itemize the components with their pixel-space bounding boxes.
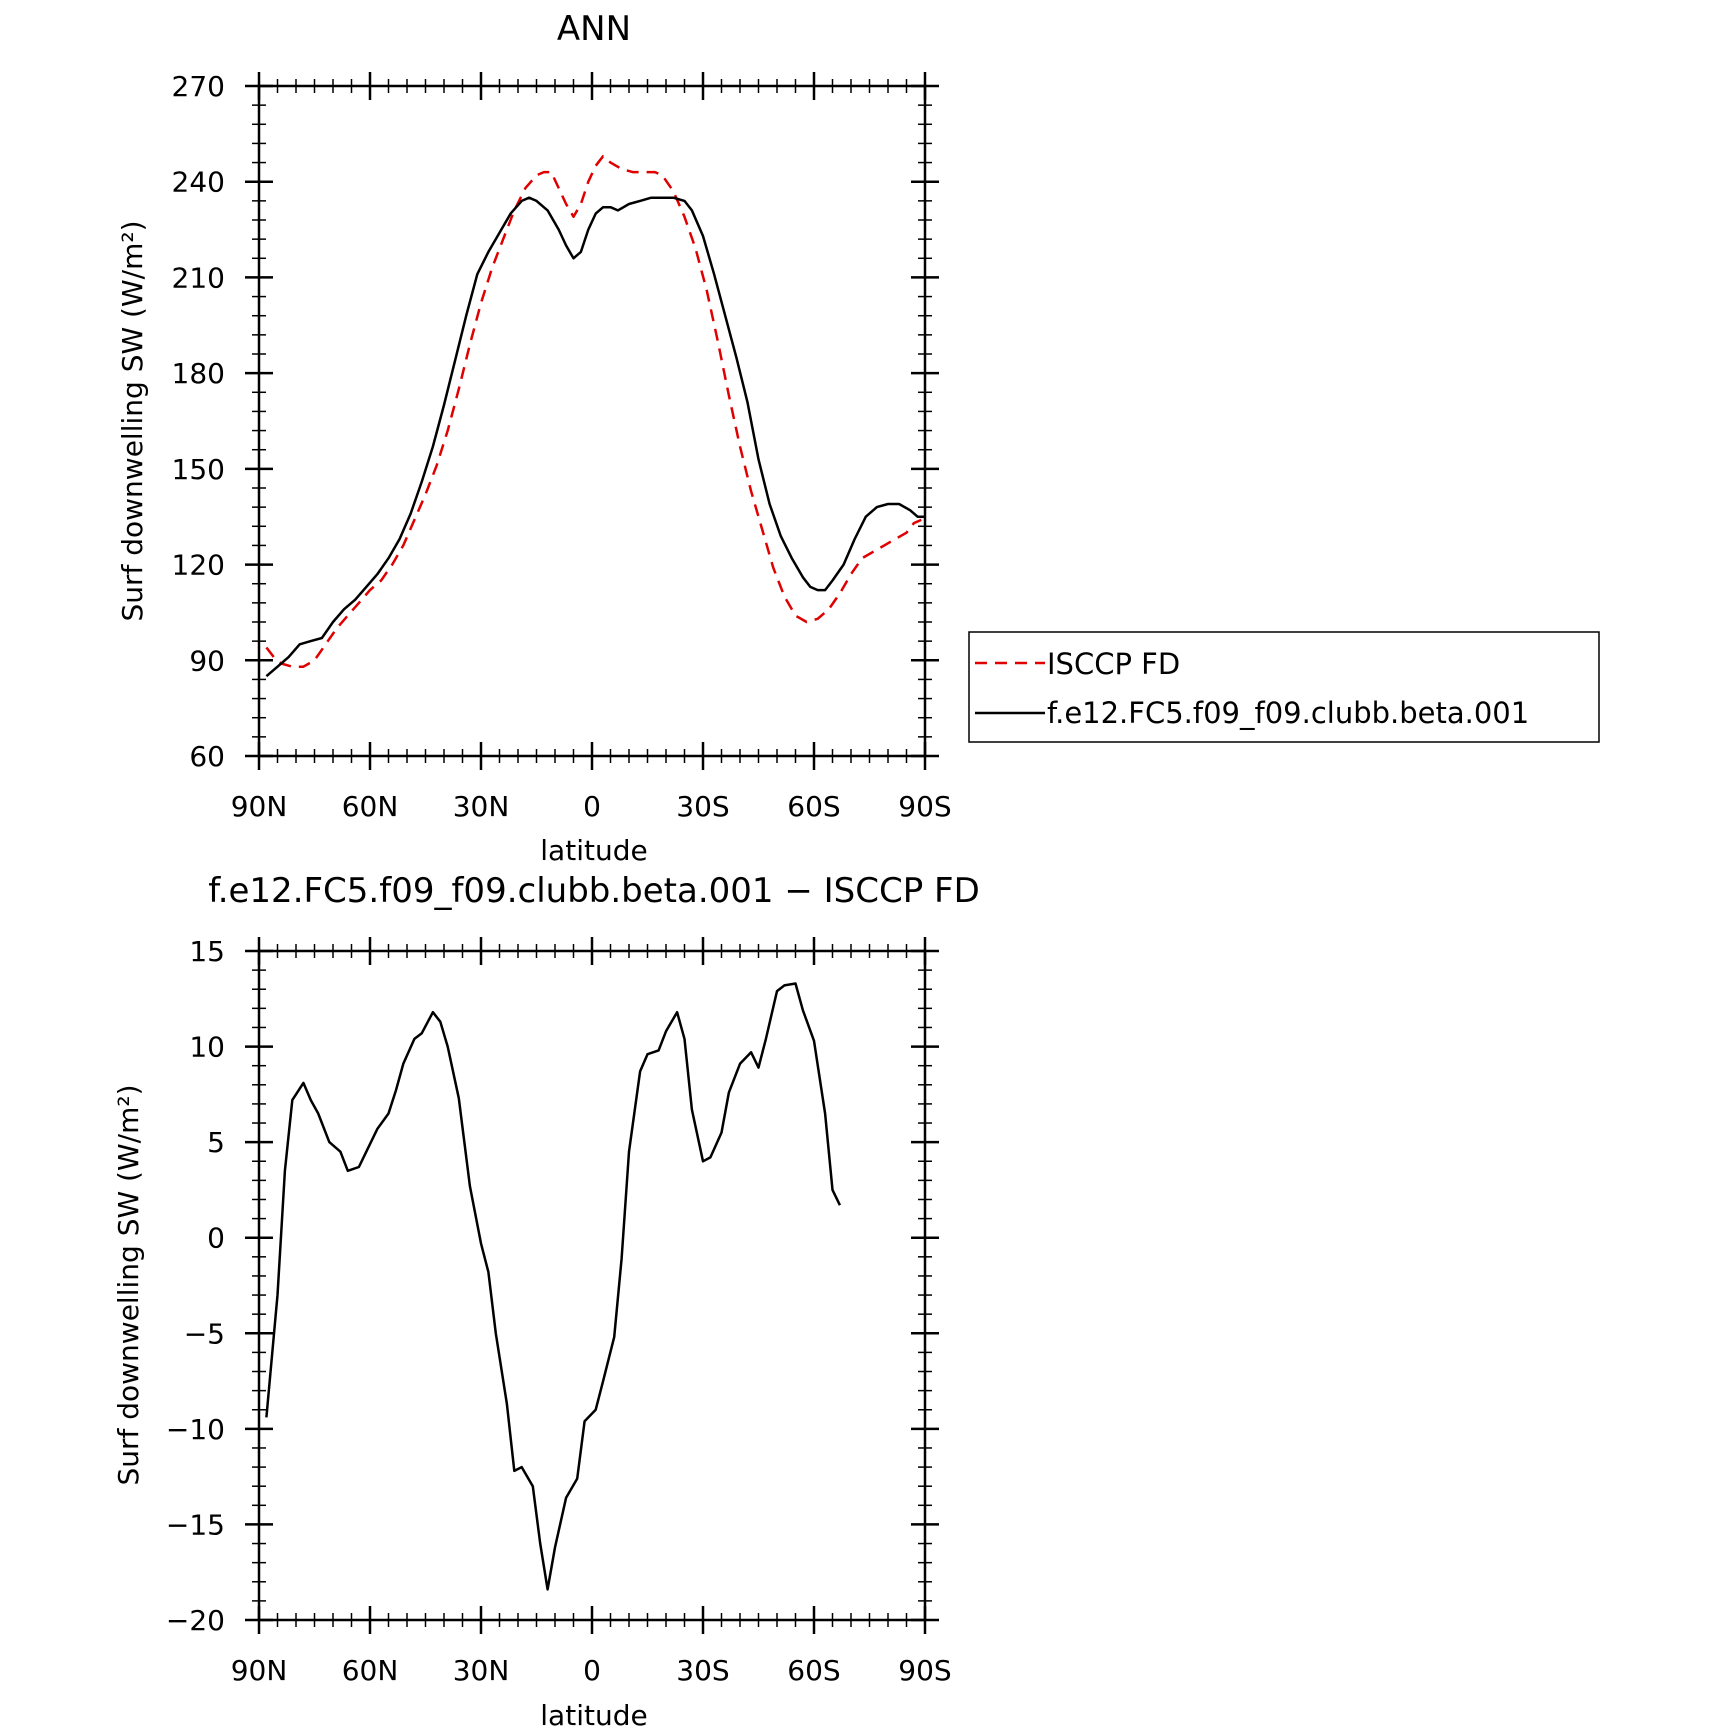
bottom-x-tick-labels: 90N 60N 30N 0 30S 60S 90S xyxy=(231,1654,952,1687)
bottom-xtick-label: 60N xyxy=(342,1654,399,1687)
top-chart-title: ANN xyxy=(557,9,631,49)
top-y-tick-labels: 60 90 120 150 180 210 240 270 xyxy=(172,70,225,773)
bottom-xtick-label: 30N xyxy=(453,1654,510,1687)
bottom-ytick-label: 5 xyxy=(207,1126,225,1159)
bottom-y-tick-labels: −20 −15 −10 −5 0 5 10 15 xyxy=(166,935,225,1637)
top-ytick-label: 240 xyxy=(172,166,225,199)
bottom-x-axis-label: latitude xyxy=(540,1699,647,1732)
top-panel-annual-mean: ANN 60 90 120 150 180 210 240 270 90N 60N 30N 0 30S… xyxy=(116,9,952,867)
bottom-chart-title: f.e12.FC5.f09_f09.clubb.beta.001 − ISCCP… xyxy=(208,871,980,911)
top-ytick-label: 90 xyxy=(189,644,225,677)
top-xtick-label: 90N xyxy=(231,790,288,823)
bottom-ytick-label: −5 xyxy=(184,1317,225,1350)
top-xtick-label: 60S xyxy=(787,790,840,823)
bottom-ytick-label: 15 xyxy=(189,935,225,968)
top-ytick-label: 270 xyxy=(172,70,225,103)
bottom-xtick-label: 60S xyxy=(787,1654,840,1687)
bottom-xtick-label: 30S xyxy=(676,1654,729,1687)
bottom-ytick-label: 0 xyxy=(207,1222,225,1255)
bottom-ytick-label: −10 xyxy=(166,1413,225,1446)
bottom-xtick-label: 90S xyxy=(898,1654,951,1687)
bottom-series-lines xyxy=(265,982,842,1591)
top-ytick-label: 120 xyxy=(172,549,225,582)
top-series-line-f-e12-fc5-f09-f09-clubb-beta-001 xyxy=(265,196,925,678)
top-plot-frame xyxy=(257,84,927,758)
bottom-panel-difference: f.e12.FC5.f09_f09.clubb.beta.001 − ISCCP… xyxy=(112,871,980,1732)
legend-box xyxy=(968,631,1600,743)
top-xtick-label: 30S xyxy=(676,790,729,823)
top-xtick-label: 90S xyxy=(898,790,951,823)
top-x-tick-labels: 90N 60N 30N 0 30S 60S 90S xyxy=(231,790,952,823)
legend-entry-isccp: ISCCP FD xyxy=(1047,647,1180,681)
bottom-plot-frame xyxy=(257,949,927,1622)
bottom-ytick-label: 10 xyxy=(189,1031,225,1064)
bottom-y-axis-label: Surf downwelling SW (W/m²) xyxy=(112,1084,145,1485)
bottom-axis-ticks xyxy=(245,937,939,1634)
top-y-axis-label: Surf downwelling SW (W/m²) xyxy=(116,220,149,621)
bottom-series-line-difference xyxy=(265,982,842,1591)
top-ytick-label: 180 xyxy=(172,357,225,390)
bottom-ytick-label: −15 xyxy=(166,1508,225,1541)
bottom-ytick-label: −20 xyxy=(166,1604,225,1637)
top-xtick-label: 60N xyxy=(342,790,399,823)
legend: ISCCP FD f.e12.FC5.f09_f09.clubb.beta.00… xyxy=(968,631,1600,743)
top-ytick-label: 150 xyxy=(172,453,225,486)
top-series-line-isccp-fd xyxy=(265,154,922,668)
legend-entry-model: f.e12.FC5.f09_f09.clubb.beta.001 xyxy=(1047,696,1529,730)
bottom-xtick-label: 0 xyxy=(583,1654,601,1687)
top-series-lines xyxy=(265,154,925,678)
bottom-xtick-label: 90N xyxy=(231,1654,288,1687)
top-ytick-label: 60 xyxy=(189,740,225,773)
top-xtick-label: 0 xyxy=(583,790,601,823)
top-ytick-label: 210 xyxy=(172,261,225,294)
top-xtick-label: 30N xyxy=(453,790,510,823)
top-x-axis-label: latitude xyxy=(540,834,647,867)
